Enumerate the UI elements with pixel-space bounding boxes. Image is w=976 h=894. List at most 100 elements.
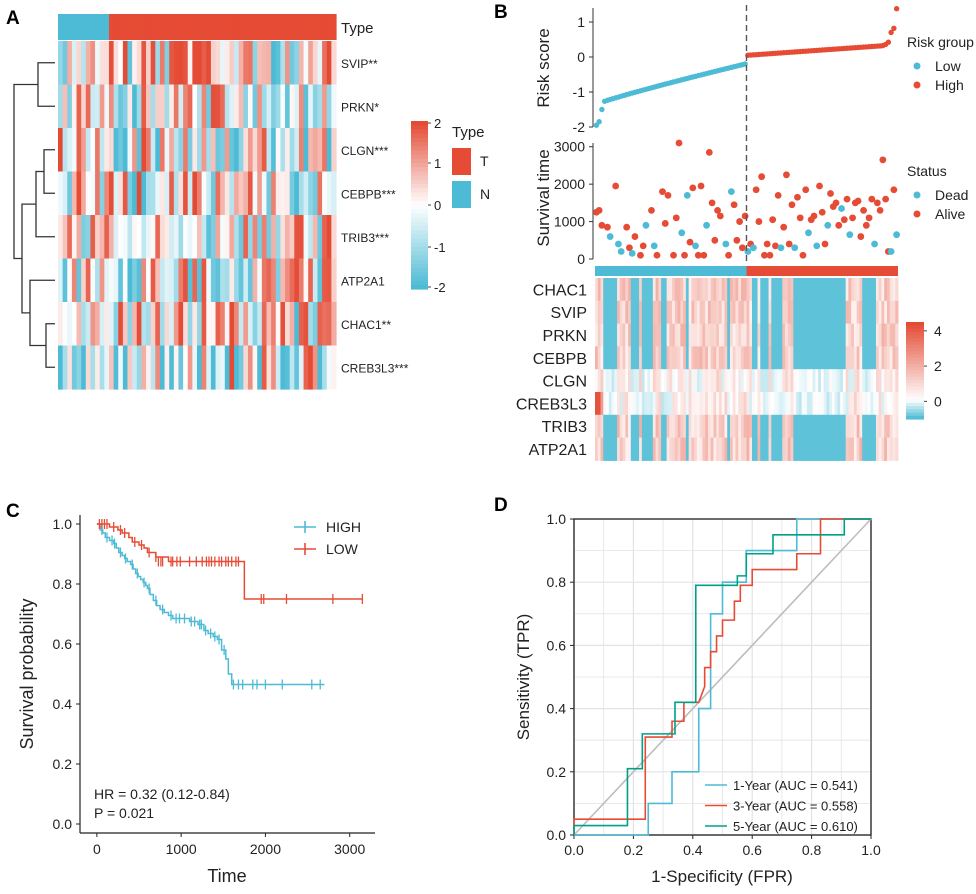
heatmap-cell: [71, 84, 78, 129]
risk-y-tick-label: 1: [577, 14, 585, 30]
expression-cell: [625, 414, 629, 439]
survival-point: [860, 206, 867, 214]
expression-cell: [749, 437, 753, 461]
expression-cell: [666, 392, 670, 416]
heatmap-cell: [224, 302, 231, 347]
expression-cell: [633, 323, 637, 347]
survival-point: [785, 240, 793, 248]
heatmap-cell: [206, 84, 212, 129]
heatmap-cell: [210, 84, 217, 129]
expression-cell: [658, 346, 662, 370]
expression-scale-step: [906, 406, 924, 410]
heatmap-cell: [90, 258, 96, 303]
expression-cell: [815, 323, 819, 347]
expression-cell: [864, 437, 869, 461]
survival-point: [774, 191, 782, 199]
color-scale-step: [411, 263, 428, 269]
expression-cell: [809, 300, 814, 325]
heatmap-cell: [266, 258, 272, 303]
expression-cell: [859, 369, 863, 393]
heatmap-cell: [136, 41, 142, 86]
heatmap-cell: [104, 258, 110, 303]
expression-cell: [707, 437, 712, 461]
expression-cell: [884, 369, 888, 393]
heatmap-cell: [294, 302, 300, 347]
expression-cell: [826, 300, 830, 325]
expression-cell: [763, 346, 767, 370]
expression-cell: [696, 437, 701, 461]
expression-cell: [768, 392, 772, 416]
heatmap-cell: [234, 84, 240, 129]
expression-cell: [864, 323, 869, 347]
expression-cell: [889, 300, 893, 325]
dendrogram-branch: [37, 62, 55, 107]
heatmap-cell: [229, 345, 235, 390]
expression-cell: [683, 346, 687, 370]
expression-cell: [752, 278, 756, 302]
heatmap-cell: [229, 128, 235, 173]
expression-cell: [895, 392, 899, 416]
expression-scale-tick-label: 0: [934, 393, 942, 409]
risk-score-point: [891, 25, 897, 31]
expression-cell: [754, 346, 759, 370]
expression-scale-step: [906, 347, 924, 352]
expression-cell: [840, 278, 844, 302]
heatmap-cell: [164, 302, 170, 347]
expression-cell: [672, 278, 676, 302]
heatmap-cell: [146, 345, 152, 390]
expression-cell: [619, 392, 624, 416]
heatmap-cell: [164, 171, 170, 216]
expression-cell: [650, 346, 654, 370]
expression-cell: [699, 392, 703, 416]
expression-cell: [669, 414, 673, 439]
expression-cell: [672, 369, 676, 393]
heatmap-cell: [178, 215, 184, 260]
expression-cell: [774, 278, 778, 302]
heatmap-cell: [67, 84, 73, 129]
survival-point: [813, 242, 821, 250]
heatmap-cell: [289, 128, 295, 173]
expression-cell: [895, 346, 899, 370]
heatmap-cell: [312, 128, 319, 173]
heatmap-cell: [178, 302, 184, 347]
expression-cell: [774, 392, 778, 416]
expression-scale-step: [906, 386, 924, 391]
expression-cell: [718, 437, 723, 461]
expression-cell: [878, 437, 882, 461]
heatmap-cell: [155, 171, 161, 216]
heatmap-cell: [252, 302, 258, 347]
expression-cell: [859, 346, 863, 370]
expression-cell: [647, 437, 651, 461]
heatmap-cell: [187, 41, 193, 86]
expression-cell: [875, 369, 880, 393]
expression-cell: [630, 323, 635, 347]
expression-cell: [614, 323, 618, 347]
heatmap-cell: [141, 345, 147, 390]
type-annotation-cell: [108, 14, 115, 40]
expression-cell: [818, 346, 822, 370]
expression-cell: [614, 278, 618, 302]
heatmap-cell: [104, 215, 110, 260]
expression-cell: [639, 414, 643, 439]
expression-cell: [782, 323, 786, 347]
heatmap-cell: [215, 215, 221, 260]
expression-cell: [622, 369, 626, 393]
expression-cell: [644, 392, 648, 416]
heatmap-cell: [247, 84, 254, 129]
survival-point: [810, 212, 818, 220]
expression-cell: [619, 300, 624, 325]
heatmap-cell: [136, 215, 142, 260]
expression-cell: [752, 323, 756, 347]
type-annotation-cell: [326, 14, 332, 40]
roc-x-tick-label: 0.2: [624, 842, 644, 858]
expression-cell: [710, 323, 714, 347]
heatmap-cell: [285, 171, 291, 216]
expression-cell: [702, 369, 706, 393]
heatmap-row-label: CLGN***: [341, 144, 389, 158]
type-annotation-cell: [210, 14, 217, 40]
roc-curve-3: [573, 518, 871, 835]
heatmap-cell: [99, 41, 105, 86]
expression-cell: [873, 300, 877, 325]
survival-point: [664, 191, 672, 199]
expression-cell: [740, 392, 745, 416]
